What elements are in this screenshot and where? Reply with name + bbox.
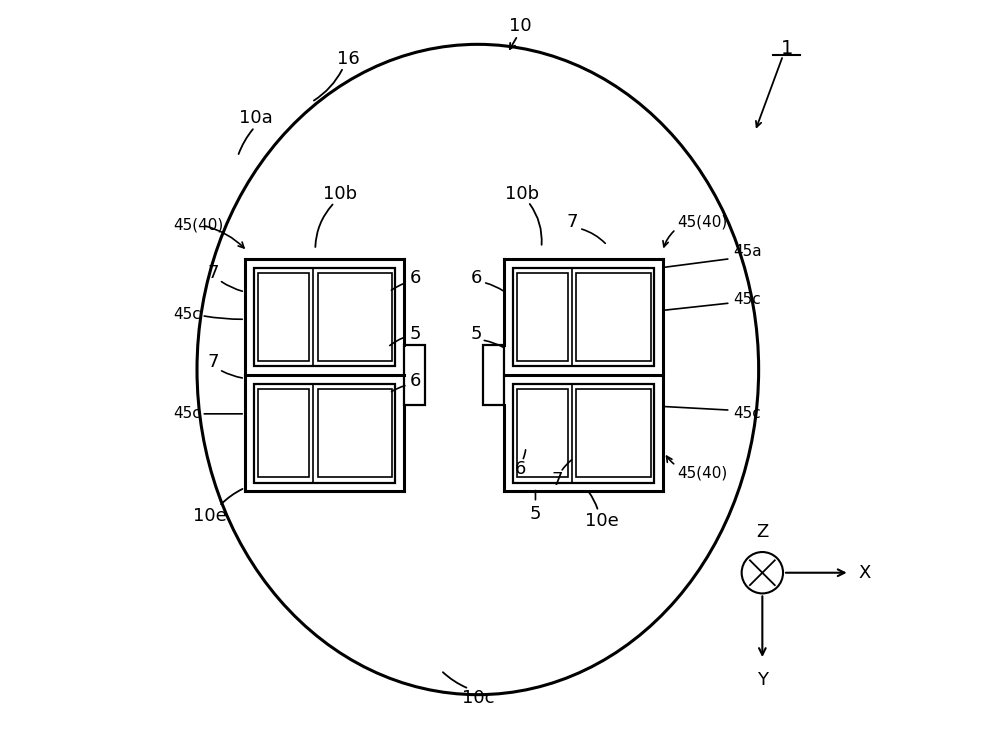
Text: 45(40): 45(40) bbox=[173, 218, 224, 233]
Text: 5: 5 bbox=[471, 325, 482, 343]
Text: 45c: 45c bbox=[733, 292, 761, 307]
Text: 16: 16 bbox=[337, 50, 360, 68]
Bar bbox=[517, 389, 568, 477]
Text: 7: 7 bbox=[567, 213, 578, 231]
Bar bbox=[254, 384, 395, 483]
Bar bbox=[318, 389, 392, 477]
Text: 6: 6 bbox=[515, 460, 526, 478]
Text: 7: 7 bbox=[208, 353, 219, 371]
Text: 5: 5 bbox=[409, 325, 421, 343]
Bar bbox=[404, 346, 425, 405]
Text: 45c: 45c bbox=[173, 406, 201, 421]
Text: 10b: 10b bbox=[323, 185, 357, 202]
Text: 7: 7 bbox=[552, 471, 563, 489]
Text: 10e: 10e bbox=[193, 507, 226, 525]
Bar bbox=[483, 346, 504, 405]
Text: Y: Y bbox=[757, 671, 768, 689]
Bar bbox=[576, 273, 651, 361]
Text: 1: 1 bbox=[781, 38, 793, 58]
Text: 6: 6 bbox=[471, 269, 482, 287]
Bar bbox=[258, 389, 309, 477]
Text: 10b: 10b bbox=[505, 185, 539, 202]
Text: X: X bbox=[858, 564, 871, 582]
Text: 45a: 45a bbox=[733, 244, 761, 259]
Bar bbox=[513, 268, 654, 366]
Text: 45(40): 45(40) bbox=[677, 466, 728, 480]
Bar bbox=[513, 384, 654, 483]
Text: 45c: 45c bbox=[173, 307, 201, 321]
Bar bbox=[254, 268, 395, 366]
Text: 10a: 10a bbox=[239, 109, 273, 127]
Text: 6: 6 bbox=[409, 372, 421, 389]
Text: 10c: 10c bbox=[462, 689, 494, 707]
Bar bbox=[517, 273, 568, 361]
Text: 10: 10 bbox=[509, 17, 532, 35]
Bar bbox=[318, 273, 392, 361]
Bar bbox=[576, 389, 651, 477]
Text: 7: 7 bbox=[208, 265, 219, 282]
Text: Z: Z bbox=[756, 523, 768, 541]
Text: 6: 6 bbox=[409, 269, 421, 287]
Text: 45(40): 45(40) bbox=[677, 214, 728, 229]
Bar bbox=[258, 273, 309, 361]
Text: 45c: 45c bbox=[733, 406, 761, 421]
Text: 5: 5 bbox=[530, 505, 541, 522]
Text: 10e: 10e bbox=[585, 512, 619, 530]
